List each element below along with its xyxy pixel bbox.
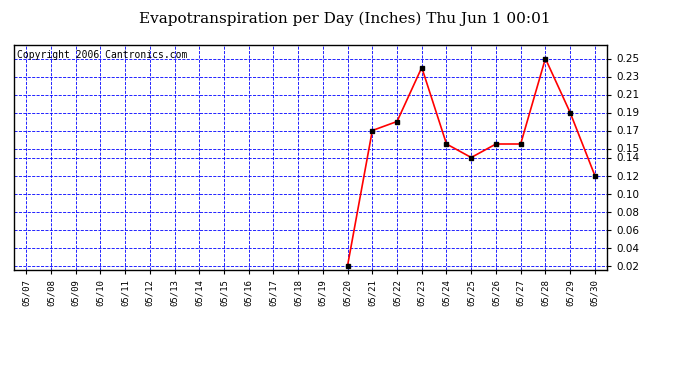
Text: Evapotranspiration per Day (Inches) Thu Jun 1 00:01: Evapotranspiration per Day (Inches) Thu …: [139, 11, 551, 26]
Text: Copyright 2006 Cantronics.com: Copyright 2006 Cantronics.com: [17, 50, 187, 60]
